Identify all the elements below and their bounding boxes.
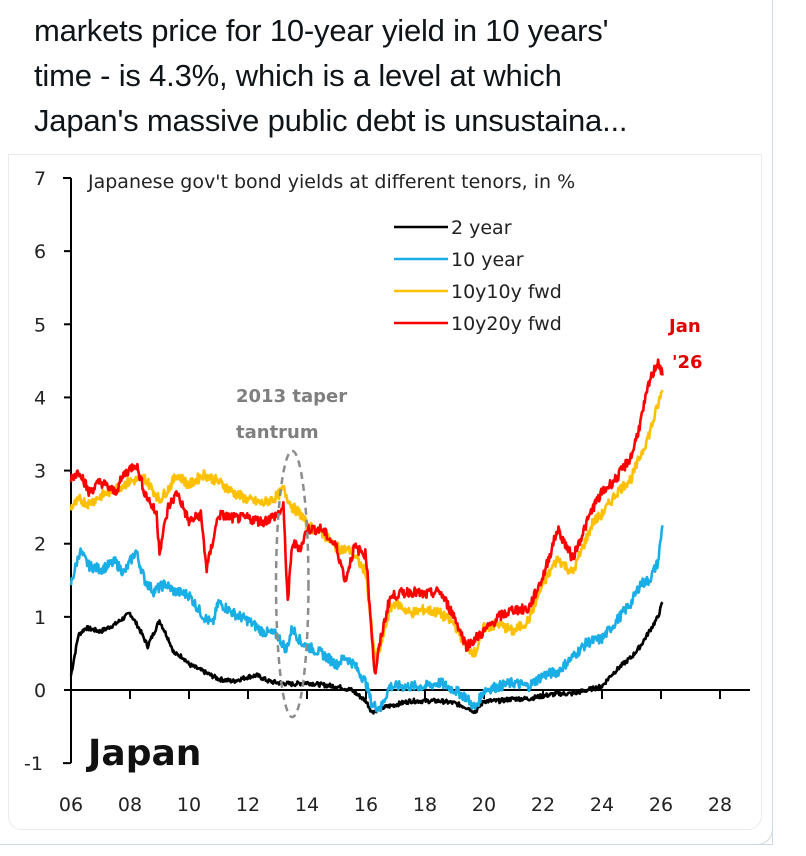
x-tick-label: 28: [708, 794, 732, 816]
x-tick-label: 08: [118, 794, 142, 816]
y-tick-label: 2: [34, 534, 46, 556]
tweet-border-right: [772, 0, 773, 845]
y-tick-label: -1: [24, 753, 43, 775]
series-line-10-year: [69, 525, 664, 713]
taper-tantrum-label: tantrum: [236, 422, 319, 443]
legend-label: 10y10y fwd: [451, 281, 562, 303]
legend: 2 year 10 year 10y10y fwd 10y20y fwd: [394, 217, 562, 335]
y-tick-label: 5: [34, 314, 46, 336]
y-tick-label: 7: [34, 168, 46, 190]
x-tick-label: 14: [295, 794, 319, 816]
y-tick-label: 6: [34, 241, 46, 263]
y-tick-label: 1: [34, 607, 46, 629]
series-line-10y20y-fwd: [69, 358, 664, 675]
taper-tantrum-label: 2013 taper: [236, 386, 347, 407]
tweet-text: markets price for 10-year yield in 10 ye…: [34, 8, 734, 143]
y-tick-label: 4: [34, 387, 46, 409]
chart-title: Japanese gov't bond yields at different …: [87, 171, 575, 193]
x-tick-label: 16: [354, 794, 378, 816]
legend-label: 2 year: [451, 217, 512, 239]
jan-26-label: '26: [672, 352, 703, 373]
media-card[interactable]: [8, 154, 762, 830]
tweet-line: time - is 4.3%, which is a level at whic…: [34, 58, 562, 93]
annotations: 2013 taper tantrum Jan '26: [236, 316, 703, 719]
taper-tantrum-ellipse: [274, 449, 310, 719]
tweet-border-bottom: [0, 844, 773, 845]
x-tick-label: 10: [177, 794, 201, 816]
x-tick-label: 18: [413, 794, 437, 816]
legend-label: 10y20y fwd: [451, 313, 562, 335]
x-tick-label: 06: [59, 794, 83, 816]
series-line-2-year: [69, 601, 664, 715]
x-tick-label: 26: [649, 794, 673, 816]
jan-26-label: Jan: [667, 316, 701, 337]
y-tick-label: 3: [34, 461, 46, 483]
tweet-line: markets price for 10-year yield in 10 ye…: [34, 13, 609, 48]
x-tick-label: 20: [472, 794, 496, 816]
x-tick-label: 24: [590, 794, 614, 816]
tweet-line: Japan's massive public debt is unsustain…: [34, 103, 628, 138]
series-layer: [69, 358, 664, 715]
x-tick-label: 12: [236, 794, 260, 816]
country-label: Japan: [85, 733, 201, 774]
y-tick-label: 0: [34, 680, 46, 702]
x-tick-label: 22: [531, 794, 555, 816]
legend-label: 10 year: [451, 249, 524, 271]
